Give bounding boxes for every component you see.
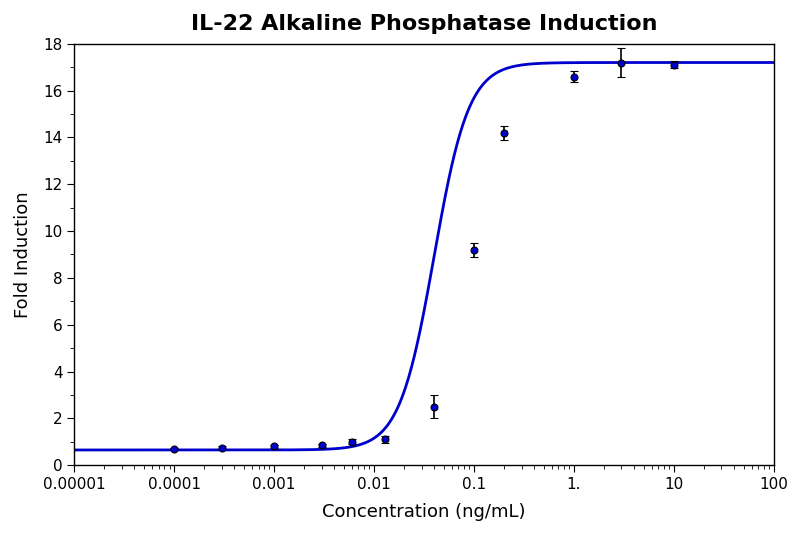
- X-axis label: Concentration (ng/mL): Concentration (ng/mL): [322, 503, 525, 521]
- Y-axis label: Fold Induction: Fold Induction: [14, 191, 32, 318]
- Title: IL-22 Alkaline Phosphatase Induction: IL-22 Alkaline Phosphatase Induction: [191, 14, 657, 34]
